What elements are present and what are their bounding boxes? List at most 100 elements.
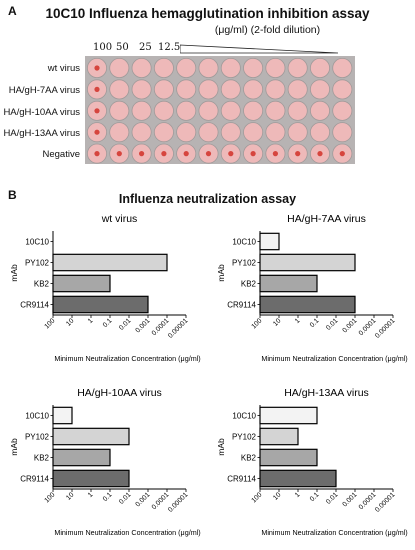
plate-row-label-negative: Negative — [42, 149, 81, 160]
chart3-category-label: CR9114 — [227, 475, 256, 484]
neutralization-chart-wt: wt virus 10C10 PY102 KB2 CR9114 mAb 100 10 1 0.1 0… — [9, 213, 201, 363]
chart3-x-tick-label: 0.01 — [325, 491, 339, 505]
chart1-x-tick-label: 10 — [272, 317, 282, 327]
chart3-category-label: PY102 — [232, 433, 257, 442]
chart3-title: HA/gH-13AA virus — [284, 387, 369, 399]
rbc-button — [339, 151, 345, 157]
chart0-x-tick-label: 1 — [87, 317, 95, 325]
chart2-category-label: CR9114 — [20, 475, 49, 484]
plate-well — [109, 79, 130, 100]
plate-well — [243, 79, 264, 100]
chart3-y-label: mAb — [216, 438, 226, 456]
chart2-x-tick-label: 10 — [65, 491, 75, 501]
rbc-button — [94, 108, 100, 114]
plate-well — [265, 57, 286, 79]
chart2-bar-cr9114 — [52, 469, 130, 488]
chart2-bar-10c10 — [52, 406, 73, 425]
chart2-x-tick-label: 100 — [43, 491, 56, 504]
chart3-category-label: KB2 — [241, 454, 257, 463]
chart3-category-label: 10C10 — [232, 412, 256, 421]
chart2-category-label: PY102 — [25, 433, 50, 442]
chart1-category-label: CR9114 — [227, 301, 256, 310]
neutralization-chart-7aa: HA/gH-7AA virus10C10PY102KB2CR9114mAb100… — [216, 213, 408, 363]
plate-well — [309, 57, 330, 79]
plate-well — [131, 57, 152, 79]
plate-well — [309, 79, 330, 100]
rbc-button — [272, 151, 278, 157]
chart3-bar-py102 — [259, 427, 299, 446]
chart1-bar-cr9114 — [259, 295, 356, 314]
chart0-x-tick-label: 0.001 — [134, 317, 151, 334]
plate-well — [332, 57, 353, 79]
chart1-x-label: Minimum Neutralization Concentration (μg… — [261, 354, 407, 363]
plate-well — [265, 100, 286, 121]
plate-well — [153, 57, 174, 79]
plate-row-label-wt: wt virus — [47, 63, 80, 74]
hai-plate-photo — [85, 56, 355, 164]
chart0-x-tick-label: 10 — [65, 317, 75, 327]
plate-well — [109, 100, 130, 121]
rbc-button — [139, 151, 145, 157]
rbc-button — [161, 151, 167, 157]
plate-well — [153, 79, 174, 100]
chart3-x-tick-label: 0.001 — [341, 491, 358, 508]
chart0-bar-kb2 — [52, 274, 111, 293]
chart1-category-label: 10C10 — [232, 238, 256, 247]
chart0-x-label: Minimum Neutralization Concentration (μg… — [54, 354, 200, 363]
chart3-bar-kb2 — [259, 448, 318, 467]
chart1-x-tick-label: 0.01 — [325, 317, 339, 331]
chart1-bar-kb2 — [259, 274, 318, 293]
chart2-bar-py102 — [52, 427, 130, 446]
plate-well — [309, 100, 330, 121]
plate-well — [243, 100, 264, 121]
rbc-button — [94, 65, 100, 71]
plate-well — [109, 122, 130, 143]
panel-b-title: Influenza neutralization assay — [118, 192, 297, 206]
chart1-category-label: KB2 — [241, 280, 257, 289]
plate-well — [176, 122, 197, 143]
plate-well — [131, 122, 152, 143]
chart0-category-label: PY102 — [25, 259, 50, 268]
chart2-x-label: Minimum Neutralization Concentration (μg… — [54, 528, 200, 537]
plate-row-label-10aa: HA/gH-10AA virus — [3, 107, 80, 118]
chart2-x-tick-label: 0.1 — [102, 491, 114, 503]
chart0-x-tick-label: 0.1 — [102, 317, 114, 329]
rbc-button — [94, 86, 100, 92]
chart1-x-tick-label: 1 — [294, 317, 302, 325]
chart0-bar-py102 — [52, 253, 168, 272]
plate-body — [85, 56, 355, 164]
plate-well — [153, 122, 174, 143]
plate-well — [198, 122, 219, 143]
chart1-category-label: PY102 — [232, 259, 257, 268]
plate-well — [332, 122, 353, 143]
plate-well — [153, 100, 174, 121]
chart3-x-tick-label: 0.00001 — [374, 491, 396, 513]
plate-well — [220, 122, 241, 143]
chart1-y-label: mAb — [216, 264, 226, 282]
chart3-x-tick-label: 1 — [294, 491, 302, 499]
dilution-label-3: 25 — [139, 42, 152, 53]
plate-well — [176, 57, 197, 79]
rbc-button — [205, 151, 212, 157]
chart0-x-tick-label: 100 — [43, 317, 56, 330]
chart1-title: HA/gH-7AA virus — [287, 213, 366, 225]
chart2-x-tick-label: 0.00001 — [167, 491, 189, 513]
chart2-category-label: 10C10 — [25, 412, 49, 421]
plate-well — [287, 79, 308, 100]
dilution-label-2: 50 — [116, 42, 129, 53]
dilution-label-4: 12.5 — [158, 42, 181, 53]
rbc-button — [183, 151, 189, 157]
chart2-y-label: mAb — [9, 438, 19, 456]
plate-well — [287, 100, 308, 121]
plate-well — [109, 57, 130, 79]
chart1-x-tick-label: 100 — [250, 317, 263, 330]
chart0-x-tick-label: 0.01 — [118, 317, 132, 331]
chart3-x-tick-label: 100 — [250, 491, 263, 504]
plate-well — [220, 79, 241, 100]
panel-a-label: A — [8, 4, 17, 18]
plate-well — [131, 79, 152, 100]
plate-well — [220, 100, 241, 121]
panel-a-title: 10C10 Influenza hemagglutination inhibit… — [45, 6, 370, 21]
plate-well — [198, 100, 219, 121]
plate-well — [265, 122, 286, 143]
